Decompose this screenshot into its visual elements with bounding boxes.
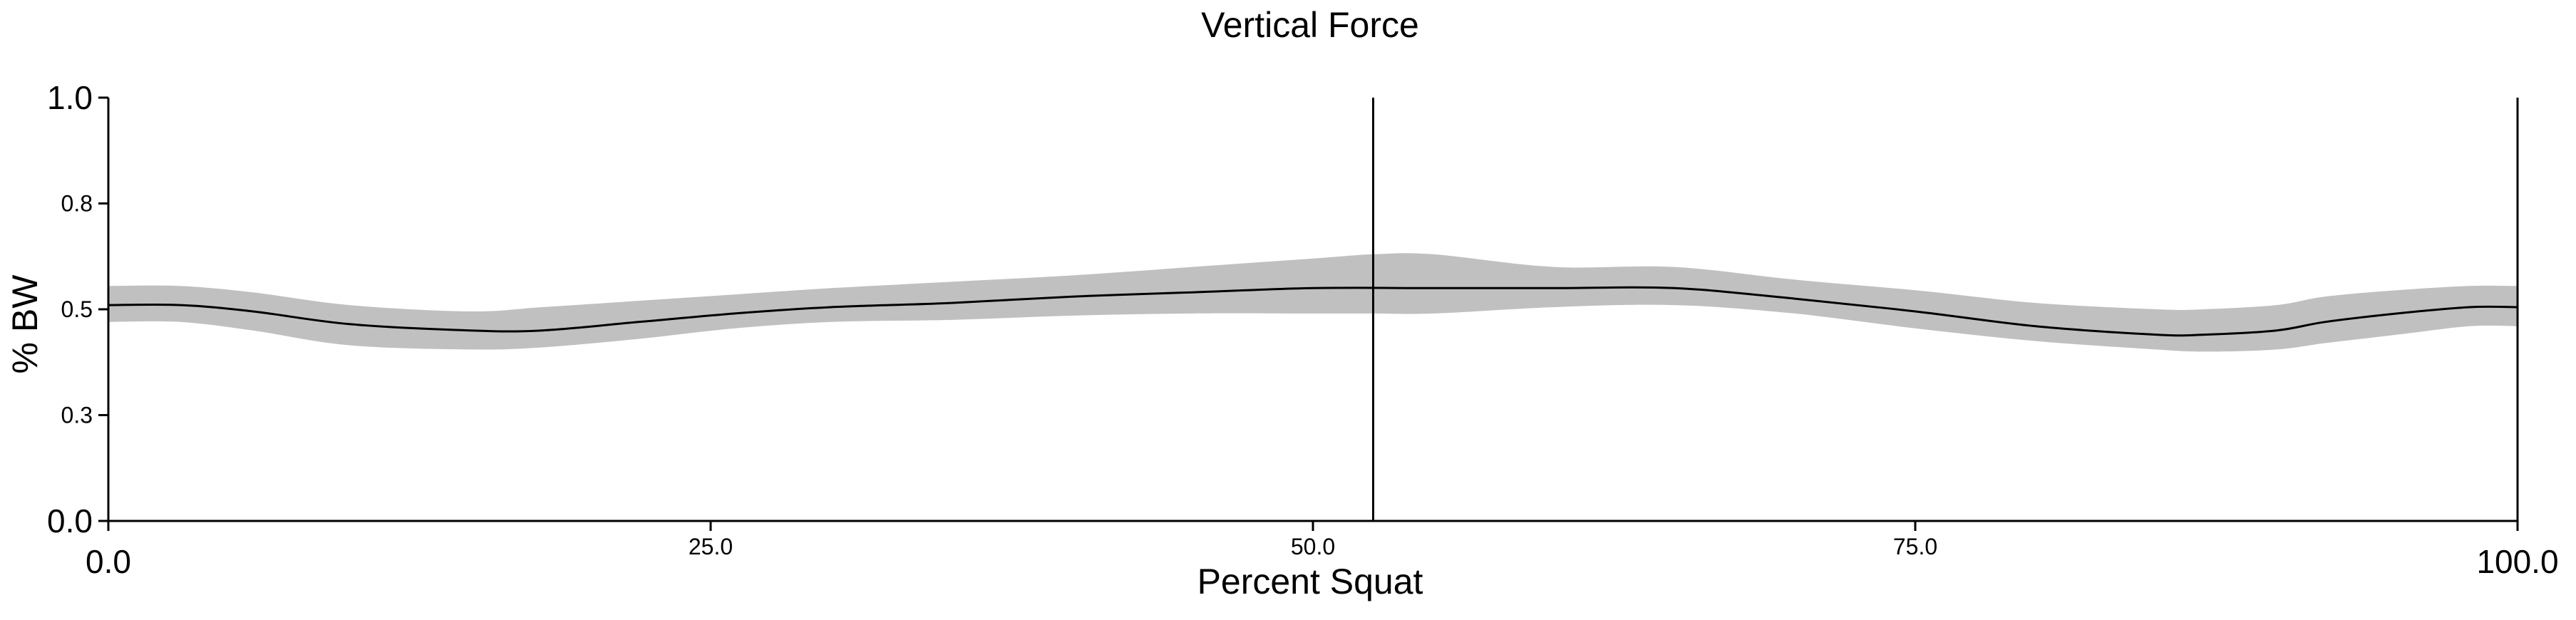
x-tick-label: 75.0 <box>1893 534 1937 559</box>
x-tick-label: 100.0 <box>2476 543 2558 580</box>
y-tick-label: 0.3 <box>61 403 93 428</box>
tick-layer: 0.0 25.0 50.0 75.0 100.0 0.0 0.3 0.5 0.8 1.0 <box>47 79 2559 580</box>
y-tick-label: 0.0 <box>47 502 93 539</box>
y-tick-label: 1.0 <box>47 79 93 116</box>
y-tick-label: 0.5 <box>61 296 93 322</box>
sd-band <box>108 253 2518 352</box>
x-axis-title: Percent Squat <box>1197 562 1423 601</box>
chart-title: Vertical Force <box>1201 5 1419 45</box>
mean-line-layer <box>108 286 2518 337</box>
x-tick-label: 0.0 <box>86 543 131 580</box>
x-tick-label: 50.0 <box>1291 534 1335 559</box>
x-tick-label: 25.0 <box>689 534 733 559</box>
y-axis-title: % BW <box>5 274 45 374</box>
y-tick-label: 0.8 <box>61 191 93 217</box>
mean-line <box>108 286 2518 337</box>
sd-band-layer <box>108 253 2518 352</box>
